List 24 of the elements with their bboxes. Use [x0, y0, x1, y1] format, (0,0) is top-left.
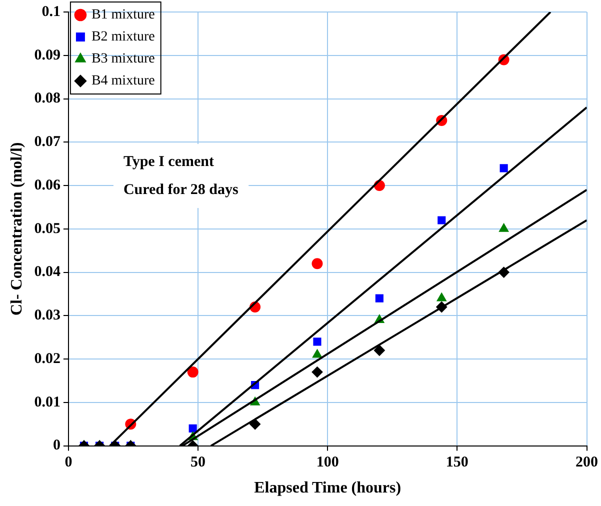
- annotation: Cured for 28 days: [123, 182, 238, 198]
- y-tick-label: 0.1: [42, 4, 60, 20]
- y-tick-label: 0.02: [34, 350, 60, 367]
- legend-label: B3 mixture: [91, 52, 155, 67]
- y-tick-label: 0.09: [34, 47, 60, 64]
- legend-label: B2 mixture: [91, 30, 155, 45]
- y-tick-label: 0: [52, 438, 60, 454]
- y-tick-label: 0.03: [34, 308, 60, 324]
- x-axis-title: Elapsed Time (hours): [254, 480, 402, 497]
- legend-label: B4 mixture: [91, 74, 155, 89]
- x-tick-label: 200: [576, 454, 598, 471]
- x-tick-label: 100: [316, 454, 339, 471]
- y-axis-title: Cl- Concentration (mol/l): [8, 142, 26, 316]
- annotation: Type I cement: [123, 154, 214, 170]
- legend-label: B1 mixture: [91, 8, 155, 23]
- y-tick-label: 0.01: [34, 394, 60, 410]
- x-tick-label: 150: [446, 454, 468, 471]
- y-tick-label: 0.07: [34, 134, 61, 150]
- x-tick-label: 50: [190, 454, 206, 471]
- y-tick-label: 0.05: [34, 220, 60, 237]
- y-tick-label: 0.06: [34, 177, 61, 194]
- y-tick-label: 0.08: [34, 90, 60, 107]
- y-tick-label: 0.04: [34, 264, 61, 280]
- x-tick-label: 0: [64, 454, 72, 471]
